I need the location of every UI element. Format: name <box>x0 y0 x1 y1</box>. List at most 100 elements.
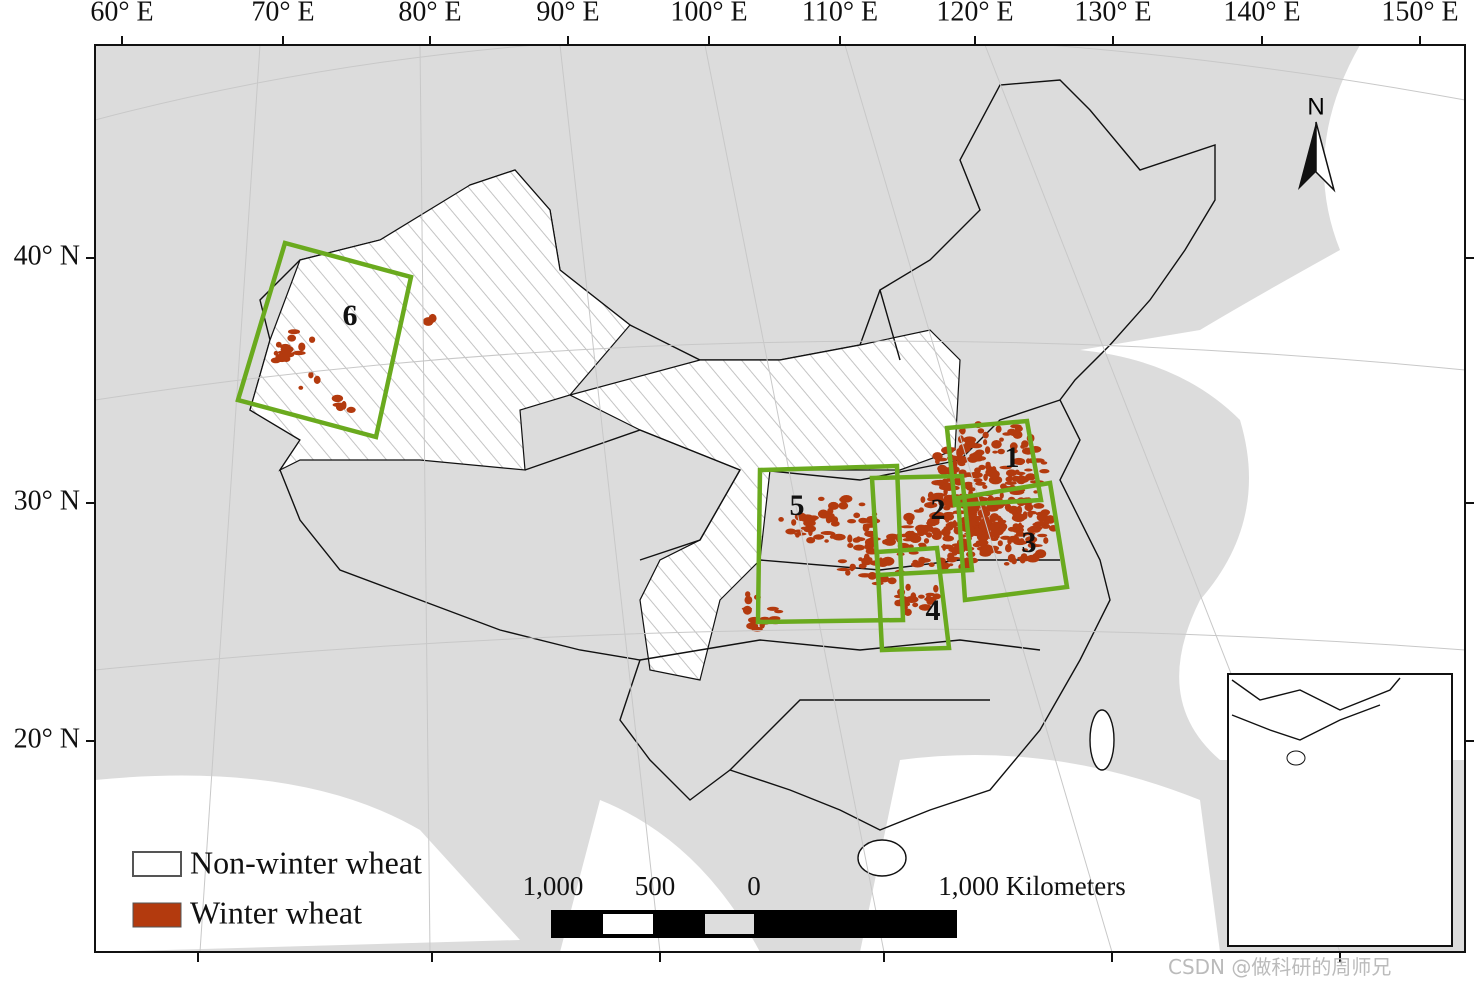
wheat-patch <box>903 512 915 522</box>
scale-label: 0 <box>747 871 761 901</box>
wheat-patch <box>1024 503 1034 512</box>
wheat-patch <box>1034 521 1047 527</box>
wheat-patch <box>820 531 835 535</box>
wheat-patch <box>1037 533 1048 538</box>
wheat-patch <box>923 528 928 535</box>
wheat-patch <box>1005 544 1012 553</box>
scale-label: 500 <box>635 871 676 901</box>
lon-label: 110° E <box>802 0 878 27</box>
wheat-patch <box>1026 554 1040 563</box>
map-frame <box>94 44 1466 953</box>
wheat-patch <box>837 559 848 564</box>
wheat-patch <box>1007 553 1016 563</box>
wheat-patch <box>1014 533 1027 537</box>
wheat-patch <box>827 507 834 515</box>
study-label: 5 <box>790 489 805 522</box>
wheat-patch <box>958 429 965 433</box>
wheat-patch <box>800 526 807 530</box>
wheat-patch <box>778 517 784 522</box>
wheat-patch <box>923 538 930 544</box>
wheat-patch <box>1043 519 1050 526</box>
wheat-patch <box>919 604 930 611</box>
wheat-patch <box>288 329 300 335</box>
wheat-patch <box>997 540 1003 547</box>
scale-bar <box>551 910 957 938</box>
wheat-patch <box>920 496 926 503</box>
study-label: 4 <box>926 594 941 627</box>
wheat-patch <box>930 520 940 525</box>
wheat-patch <box>926 596 935 605</box>
study-box <box>944 418 1044 508</box>
wheat-patch <box>937 464 947 473</box>
study-label: 2 <box>931 493 946 526</box>
wheat-patch <box>918 507 924 513</box>
wheat-patch <box>979 548 988 556</box>
wheat-patch <box>982 431 989 439</box>
wheat-patch <box>741 607 753 611</box>
wheat-patch <box>979 539 988 543</box>
scale-label: 1,000 Kilometers <box>938 871 1125 901</box>
wheat-patch <box>983 473 988 481</box>
wheat-patch <box>861 557 873 566</box>
wheat-patch <box>847 543 854 548</box>
study-label: 1 <box>1005 441 1020 474</box>
wheat-patch <box>1027 510 1037 515</box>
lon-label: 90° E <box>536 0 599 27</box>
wheat-patch <box>298 385 304 390</box>
study-box <box>874 545 952 653</box>
wheat-patch <box>900 525 915 529</box>
graticule <box>95 45 1465 952</box>
hatched-northwest <box>249 169 631 472</box>
wheat-patch <box>931 527 940 536</box>
wheat-patch <box>858 502 866 507</box>
north-label: N <box>1307 93 1324 120</box>
wheat-patch <box>943 511 955 515</box>
scale-label: 1,000 <box>523 871 584 901</box>
wheat-patch <box>745 591 751 598</box>
wheat-patch <box>976 532 990 542</box>
wheat-patch <box>905 583 911 591</box>
hainan <box>857 839 907 877</box>
wheat-patch <box>1021 440 1029 448</box>
wheat-patch <box>934 493 940 499</box>
sea <box>95 45 1465 952</box>
wheat-patch <box>1014 469 1020 475</box>
wheat-patch <box>910 592 917 601</box>
wheat-patch <box>774 609 784 614</box>
legend-swatch <box>132 902 182 928</box>
wheat-patch <box>818 496 825 501</box>
wheat-patch <box>999 492 1004 499</box>
wheat-patch <box>995 425 1002 433</box>
taiwan <box>1089 709 1115 771</box>
wheat-patch <box>1004 481 1017 485</box>
wheat-patch <box>1017 556 1024 560</box>
study-box <box>755 463 906 625</box>
wheat-patch <box>313 375 321 384</box>
china-outline <box>249 79 1216 831</box>
wheat-patch <box>1003 562 1010 566</box>
wheat-patch <box>845 569 851 576</box>
wheat-patch <box>832 533 846 541</box>
study-box <box>869 473 975 578</box>
wheat-patch <box>969 452 983 459</box>
wheat-patch <box>825 515 832 524</box>
wheat-patch <box>1040 461 1048 465</box>
wheat-patch <box>829 504 834 509</box>
legend-swatch <box>132 851 182 877</box>
wheat-patch <box>1005 469 1017 477</box>
wheat-patch <box>1024 468 1033 472</box>
wheat-patch <box>969 487 976 492</box>
wheat-patch <box>985 464 992 471</box>
lat-label: 20° N <box>14 723 80 754</box>
study-label: 6 <box>343 299 358 332</box>
wheat-patch <box>808 527 813 537</box>
study-label: 3 <box>1022 526 1037 559</box>
wheat-patch <box>1012 457 1026 465</box>
wheat-patch <box>970 443 983 449</box>
lon-label: 140° E <box>1223 0 1300 27</box>
lon-label: 150° E <box>1381 0 1458 27</box>
wheat-patch <box>813 534 825 540</box>
wheat-patch <box>847 519 857 524</box>
wheat-patch <box>853 537 866 542</box>
wheat-patch <box>930 511 945 518</box>
